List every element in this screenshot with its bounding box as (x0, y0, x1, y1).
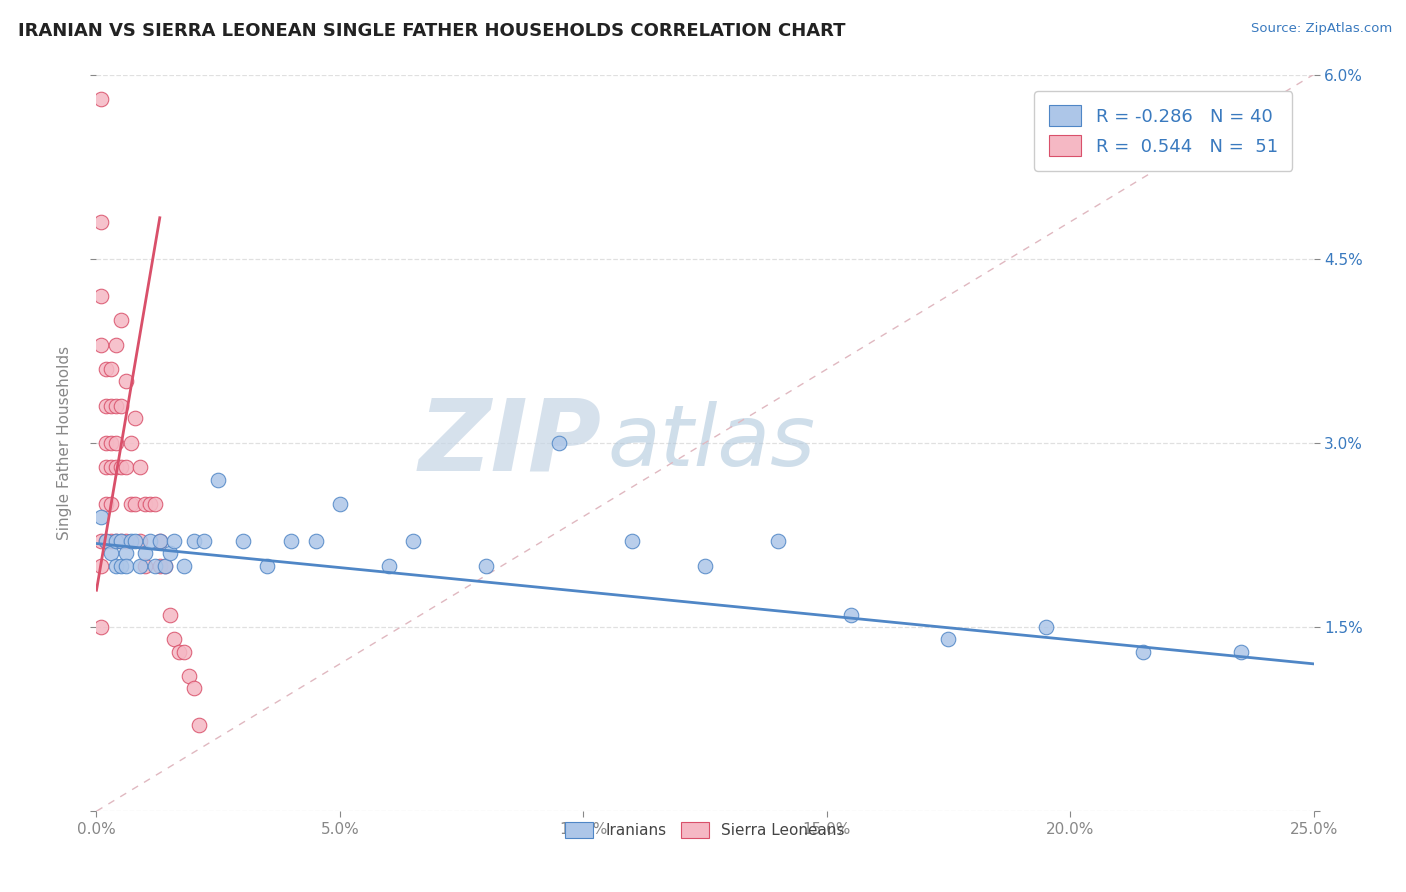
Point (114, 375, 136, 389)
Point (120, 435, 142, 450)
Point (110, 460, 132, 475)
Text: IRANIAN VS SIERRA LEONEAN SINGLE FATHER HOUSEHOLDS CORRELATION CHART: IRANIAN VS SIERRA LEONEAN SINGLE FATHER … (18, 22, 846, 40)
Point (124, 411, 146, 425)
Point (134, 546, 156, 560)
Point (329, 497, 352, 511)
Point (621, 534, 644, 549)
Point (377, 558, 399, 573)
Point (124, 534, 146, 549)
Point (104, 399, 127, 413)
Point (104, 337, 127, 351)
Point (90, 509, 112, 524)
Point (114, 460, 136, 475)
Point (187, 718, 209, 732)
Point (120, 497, 142, 511)
Point (100, 534, 122, 549)
Point (159, 546, 181, 560)
Point (232, 534, 254, 549)
Point (173, 644, 195, 658)
Point (143, 558, 166, 573)
Point (1035, 620, 1057, 634)
Point (134, 497, 156, 511)
Point (114, 546, 136, 560)
Point (120, 534, 142, 549)
Point (100, 460, 122, 475)
Point (207, 473, 229, 487)
Point (96, 435, 118, 450)
Point (90, 288, 112, 302)
Point (110, 313, 132, 327)
Point (143, 497, 166, 511)
Point (1132, 644, 1154, 658)
Point (149, 558, 172, 573)
Point (256, 558, 278, 573)
Point (183, 681, 205, 696)
Point (110, 558, 132, 573)
Point (163, 534, 186, 549)
Point (183, 534, 205, 549)
Point (839, 607, 862, 622)
Point (90, 337, 112, 351)
Point (149, 534, 172, 549)
Point (177, 669, 200, 683)
Point (100, 546, 122, 560)
Point (104, 558, 127, 573)
Point (96, 399, 118, 413)
Point (114, 558, 136, 573)
Point (938, 632, 960, 647)
Point (134, 558, 156, 573)
Point (104, 435, 127, 450)
Point (280, 534, 302, 549)
Point (90, 534, 112, 549)
Point (90, 215, 112, 229)
Point (90, 558, 112, 573)
Point (173, 558, 195, 573)
Point (766, 534, 789, 549)
Point (104, 534, 127, 549)
Point (129, 558, 152, 573)
Point (1229, 644, 1251, 658)
Point (139, 534, 162, 549)
Point (96, 460, 118, 475)
Text: atlas: atlas (607, 401, 815, 484)
Point (104, 460, 127, 475)
Point (167, 644, 190, 658)
Point (96, 497, 118, 511)
Point (90, 92, 112, 106)
Point (475, 558, 498, 573)
Point (96, 534, 118, 549)
Point (153, 558, 176, 573)
Point (548, 435, 571, 450)
Point (402, 534, 425, 549)
Point (110, 534, 132, 549)
Point (149, 534, 172, 549)
Point (693, 558, 716, 573)
Point (304, 534, 326, 549)
Point (153, 558, 176, 573)
Legend: Iranians, Sierra Leoneans: Iranians, Sierra Leoneans (560, 816, 851, 844)
Point (100, 435, 122, 450)
Point (163, 632, 186, 647)
Text: ZIP: ZIP (419, 394, 602, 491)
Point (100, 497, 122, 511)
Point (129, 460, 152, 475)
Point (100, 362, 122, 376)
Point (139, 497, 162, 511)
Point (96, 534, 118, 549)
Point (114, 534, 136, 549)
Point (159, 607, 181, 622)
Point (124, 497, 146, 511)
Point (96, 362, 118, 376)
Point (104, 534, 127, 549)
Point (193, 534, 215, 549)
Point (100, 399, 122, 413)
Y-axis label: Single Father Households: Single Father Households (58, 346, 72, 540)
Point (90, 620, 112, 634)
Point (110, 534, 132, 549)
Point (129, 534, 152, 549)
Point (110, 399, 132, 413)
Text: Source: ZipAtlas.com: Source: ZipAtlas.com (1251, 22, 1392, 36)
